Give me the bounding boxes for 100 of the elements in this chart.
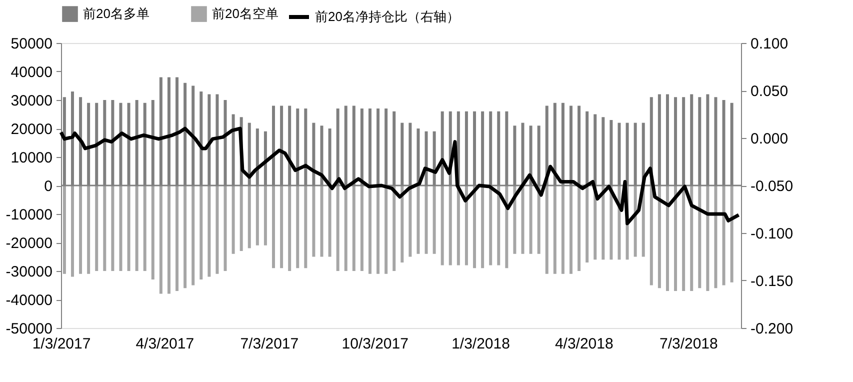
bar — [62, 186, 66, 274]
bar — [103, 186, 106, 271]
y-tick-label: 30000 — [10, 92, 52, 110]
y-tick-label: 10000 — [10, 150, 52, 166]
bar — [521, 122, 524, 186]
bar — [352, 186, 356, 271]
bar — [184, 186, 187, 288]
bar — [232, 186, 235, 254]
legend-label: 前20名净持仓比（右轴） — [315, 9, 460, 24]
bar — [376, 108, 380, 186]
bar — [400, 186, 404, 262]
y2-tick-label: 0.050 — [750, 83, 788, 100]
bar — [432, 186, 436, 254]
bar — [87, 186, 90, 274]
bar — [159, 186, 162, 294]
y2-tick-label: -0.050 — [750, 178, 794, 195]
bar — [714, 186, 718, 288]
bar — [143, 186, 146, 271]
bar — [79, 186, 82, 274]
bar — [240, 186, 243, 252]
bar — [722, 186, 726, 286]
bar — [376, 186, 380, 274]
bar — [521, 186, 524, 254]
bar — [224, 186, 227, 271]
bar — [176, 186, 179, 291]
bar — [119, 186, 122, 271]
bar — [634, 186, 637, 257]
y-tick-label: -10000 — [6, 206, 52, 224]
y-tick-label: 20000 — [10, 121, 52, 138]
bar — [200, 186, 203, 280]
x-tick-label: 10/3/2017 — [342, 336, 408, 352]
legend-label: 前20名空单 — [212, 6, 278, 22]
bar — [248, 186, 251, 248]
y2-tick-label: 0.000 — [750, 130, 788, 148]
bar — [424, 186, 428, 254]
x-tick-label: 1/3/2018 — [452, 336, 510, 352]
bar — [570, 186, 572, 274]
bar — [111, 186, 114, 271]
bar — [70, 186, 74, 277]
bar — [464, 186, 468, 266]
y2-tick-label: -0.200 — [750, 320, 794, 338]
bar — [288, 186, 292, 271]
bar — [264, 186, 267, 246]
bar — [392, 186, 396, 271]
y2-tick-label: -0.100 — [750, 226, 794, 242]
y-tick-label: -50000 — [6, 320, 52, 338]
bar — [280, 186, 284, 268]
bar — [368, 108, 372, 186]
bar — [529, 186, 532, 254]
bar — [360, 186, 364, 271]
bar — [690, 186, 694, 291]
bar — [586, 186, 589, 262]
bar — [602, 186, 605, 260]
bar — [578, 106, 581, 186]
bar — [296, 186, 300, 268]
bar — [216, 186, 219, 274]
y-tick-label: 50000 — [10, 36, 52, 52]
bar — [416, 186, 420, 254]
x-tick-label: 7/3/2017 — [240, 336, 299, 352]
bar — [553, 186, 556, 274]
x-tick-label: 4/3/2017 — [136, 336, 194, 352]
bar — [658, 186, 661, 288]
legend-label: 前20名多单 — [83, 6, 150, 22]
bar — [473, 186, 476, 268]
bar — [304, 186, 308, 268]
bar — [578, 186, 581, 271]
bar — [135, 186, 138, 271]
y2-tick-label: 0.100 — [750, 36, 788, 52]
bar — [730, 186, 734, 282]
bar — [706, 186, 710, 291]
bar — [561, 186, 564, 274]
bar — [650, 186, 653, 286]
bar — [505, 186, 508, 268]
bar — [674, 186, 678, 291]
bar — [320, 186, 324, 257]
bar — [448, 186, 452, 266]
bar — [497, 186, 500, 266]
bar — [127, 186, 130, 271]
x-tick-label: 1/3/2017 — [32, 336, 91, 352]
bar — [545, 186, 548, 274]
x-tick-label: 4/3/2018 — [554, 336, 614, 352]
bar — [336, 186, 340, 271]
bar — [151, 186, 154, 280]
bar — [256, 186, 259, 246]
bar — [328, 186, 332, 257]
bar — [272, 186, 275, 268]
x-tick-label: 7/3/2018 — [659, 336, 718, 352]
bar — [192, 186, 195, 286]
y-tick-label: 0 — [44, 178, 52, 195]
y-tick-label: -20000 — [6, 235, 52, 252]
bar — [698, 186, 702, 288]
bar — [481, 111, 484, 186]
bar — [208, 186, 211, 277]
y-tick-label: -30000 — [6, 264, 52, 280]
y-tick-label: -40000 — [6, 292, 52, 309]
bar — [312, 186, 316, 257]
bar — [95, 186, 98, 271]
y-tick-label: 40000 — [10, 64, 52, 81]
bar — [481, 186, 484, 268]
bar — [328, 128, 332, 186]
